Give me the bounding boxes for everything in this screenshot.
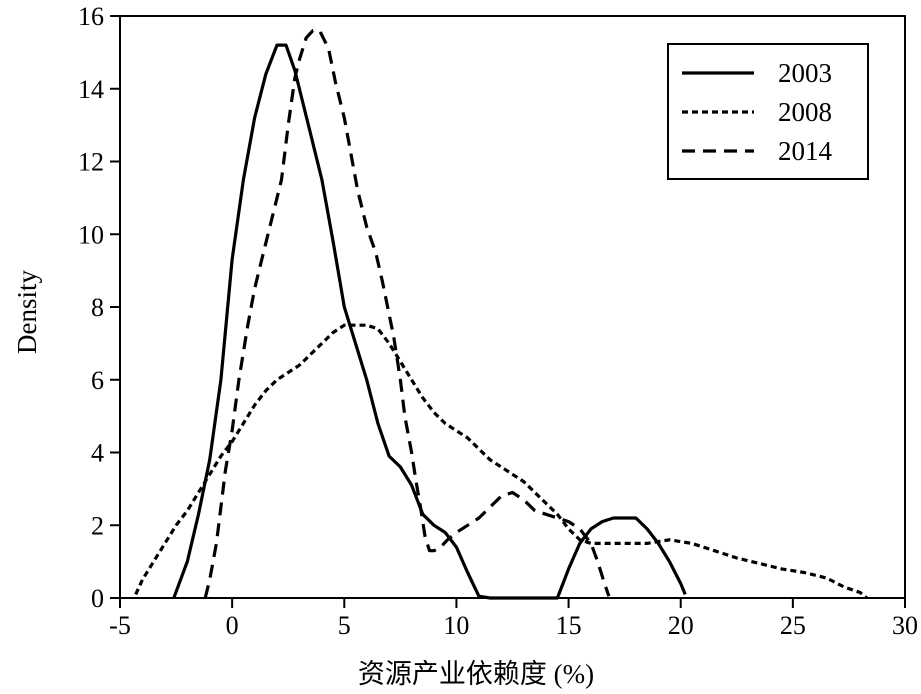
legend-label-2003: 2003 [778,58,832,88]
y-tick-label: 0 [91,584,104,613]
series-layer [134,29,868,600]
y-tick-label: 6 [91,366,104,395]
x-tick-label: 20 [668,611,694,640]
x-tick-label: -5 [109,611,131,640]
series-line-2003 [172,43,687,600]
x-tick-label: 10 [443,611,469,640]
series-line-2014 [203,29,611,599]
x-tick-label: 30 [892,611,918,640]
legend: 2003 2008 2014 [667,43,869,180]
y-tick-label: 14 [78,75,104,104]
x-axis-title: 资源产业依赖度 (%) [358,659,594,689]
x-tick-label: 5 [338,611,351,640]
y-tick-label: 8 [91,293,104,322]
x-tick-label: 15 [556,611,582,640]
legend-label-2014: 2014 [778,136,833,166]
y-tick-label: 16 [78,2,104,31]
series-line-2008 [134,323,868,600]
x-tick-label: 25 [780,611,806,640]
y-axis-ticks: 0 2 4 6 8 10 12 14 16 [78,2,120,613]
y-axis-title: Density [12,270,42,354]
y-tick-label: 2 [91,511,104,540]
x-tick-label: 0 [226,611,239,640]
y-tick-label: 10 [78,220,104,249]
legend-box [667,43,869,180]
x-axis-ticks: -5 0 5 10 15 20 25 30 [109,598,918,640]
y-tick-label: 4 [91,439,104,468]
legend-label-2008: 2008 [778,97,832,127]
y-tick-label: 12 [78,148,104,177]
